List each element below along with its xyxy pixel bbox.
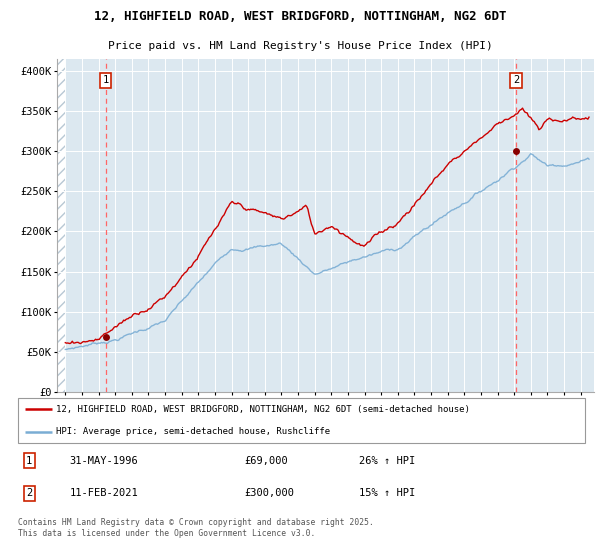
FancyBboxPatch shape [18,398,585,443]
Bar [57,59,65,392]
Text: 31-MAY-1996: 31-MAY-1996 [70,456,138,466]
Text: 2: 2 [513,76,519,86]
Text: 11-FEB-2021: 11-FEB-2021 [70,488,138,498]
Text: 1: 1 [26,456,32,466]
Text: 2: 2 [26,488,32,498]
Text: 12, HIGHFIELD ROAD, WEST BRIDGFORD, NOTTINGHAM, NG2 6DT (semi-detached house): 12, HIGHFIELD ROAD, WEST BRIDGFORD, NOTT… [56,405,470,414]
Text: 1: 1 [103,76,109,86]
Bar [57,59,65,392]
Text: 15% ↑ HPI: 15% ↑ HPI [359,488,415,498]
Text: Contains HM Land Registry data © Crown copyright and database right 2025.
This d: Contains HM Land Registry data © Crown c… [18,518,374,538]
Text: £69,000: £69,000 [244,456,288,466]
Text: £300,000: £300,000 [244,488,294,498]
Text: HPI: Average price, semi-detached house, Rushcliffe: HPI: Average price, semi-detached house,… [56,427,331,436]
Text: 26% ↑ HPI: 26% ↑ HPI [359,456,415,466]
Text: 12, HIGHFIELD ROAD, WEST BRIDGFORD, NOTTINGHAM, NG2 6DT: 12, HIGHFIELD ROAD, WEST BRIDGFORD, NOTT… [94,10,506,23]
Text: Price paid vs. HM Land Registry's House Price Index (HPI): Price paid vs. HM Land Registry's House … [107,41,493,51]
